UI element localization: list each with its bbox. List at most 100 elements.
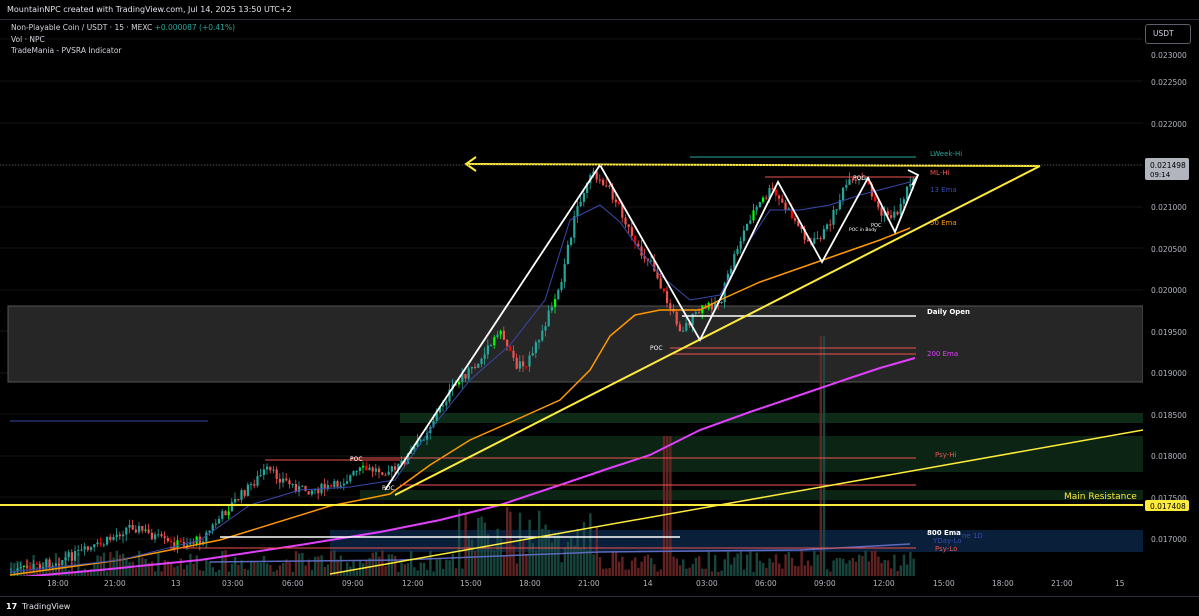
candle-body	[797, 220, 800, 227]
zigzag-arrow	[907, 169, 920, 186]
candle-body	[714, 302, 717, 310]
volume-bar	[826, 569, 829, 576]
candle-body	[272, 469, 275, 471]
candle-body	[861, 179, 864, 181]
price-tick: 0.020000	[1151, 286, 1187, 295]
candle-body	[192, 542, 195, 544]
candle-body	[662, 288, 665, 292]
volume-bar	[675, 558, 678, 576]
candle-body	[829, 224, 832, 226]
volume-bar	[288, 562, 291, 576]
volume-bar	[691, 563, 694, 576]
volume-bar	[752, 571, 755, 576]
arrow-head-left	[464, 156, 477, 172]
candle-body	[54, 563, 57, 566]
volume-bar	[362, 563, 365, 576]
volume-bar	[701, 568, 704, 576]
price-tick: 0.022500	[1151, 78, 1187, 87]
volume-bar	[736, 553, 739, 576]
volume-bar	[506, 507, 509, 576]
candle-body	[800, 226, 803, 230]
volume-bar	[765, 567, 768, 576]
candle-body	[253, 484, 256, 486]
volume-bar	[630, 560, 634, 576]
legend-symbol: Non-Playable Coin / USDT · 15 · MEXC	[11, 23, 153, 32]
candle-body	[346, 481, 349, 484]
volume-bar	[106, 571, 109, 576]
candle-body	[486, 345, 489, 355]
candle-body	[397, 463, 400, 470]
volume-bar	[698, 556, 701, 576]
volume-bar	[893, 554, 896, 576]
volume-bar	[83, 568, 86, 576]
volume-bar	[822, 336, 826, 576]
volume-bar	[109, 552, 112, 576]
time-tick: 15:00	[460, 579, 482, 588]
candle-body	[768, 188, 771, 199]
candle-body	[806, 239, 809, 242]
candle-body	[157, 534, 160, 536]
candle-body	[608, 185, 611, 187]
legend-indicator-volume[interactable]: Vol · NPC	[11, 35, 45, 44]
candle-body	[160, 534, 163, 537]
volume-bar	[720, 570, 723, 576]
volume-bar	[534, 550, 538, 576]
candle-body	[675, 311, 678, 325]
volume-bar	[509, 511, 512, 576]
candle-body	[752, 210, 755, 221]
candle-body	[326, 484, 329, 490]
volume-bar	[323, 566, 326, 576]
line-1d-label: ne 1D	[962, 532, 983, 540]
volume-bar	[614, 550, 618, 576]
candle-body	[118, 534, 121, 537]
candle-body	[579, 201, 582, 207]
volume-bar	[784, 554, 787, 576]
volume-bar	[515, 563, 518, 576]
candle-body	[208, 530, 211, 533]
legend-indicator-pvsra[interactable]: TradeMania - PVSRA Indicator	[11, 46, 122, 55]
poc-in-body-label: POC in Body	[849, 227, 877, 233]
candle-body	[90, 547, 93, 550]
volume-bar	[522, 541, 525, 576]
volume-bar	[490, 549, 493, 576]
candle-body	[614, 199, 617, 203]
candle-body	[742, 230, 745, 242]
candle-body	[134, 529, 137, 533]
volume-bar	[278, 565, 282, 576]
candle-body	[528, 355, 531, 367]
volume-bar	[656, 571, 659, 576]
volume-bar	[454, 568, 458, 576]
volume-bar	[806, 560, 810, 576]
poc-label: POC	[853, 175, 866, 182]
candle-body	[890, 215, 893, 218]
candle-body	[442, 405, 445, 407]
candle-body	[22, 565, 25, 568]
candle-body	[669, 303, 672, 309]
time-tick: 09:00	[814, 579, 836, 588]
volume-bar	[342, 571, 346, 576]
candle-body	[755, 207, 758, 211]
volume-zone	[360, 490, 1143, 500]
candle-body	[618, 202, 621, 205]
candle-body	[522, 361, 525, 367]
volume-bar	[586, 549, 589, 576]
legend-symbol-row[interactable]: Non-Playable Coin / USDT · 15 · MEXC +0.…	[11, 23, 235, 32]
candle-body	[362, 465, 365, 468]
time-tick: 18:00	[519, 579, 541, 588]
candle-body	[723, 283, 726, 303]
day-lo-label: YDay-Lo	[932, 537, 962, 545]
volume-bar	[861, 555, 864, 576]
candle-body	[502, 330, 505, 340]
currency-button[interactable]: USDT	[1145, 24, 1191, 44]
volume-bar	[854, 561, 858, 576]
volume-zone	[400, 413, 1143, 423]
volume-bar	[672, 556, 675, 576]
volume-bar	[733, 557, 736, 576]
volume-bar	[349, 566, 352, 576]
volume-bar	[710, 571, 714, 576]
candle-body	[730, 268, 733, 274]
volume-bar	[858, 554, 861, 576]
price-chart[interactable]: Main Resistance Daily Open LWeek-Hi ML-H…	[0, 20, 1199, 596]
candle-body	[400, 460, 403, 464]
volume-bar	[874, 550, 877, 576]
